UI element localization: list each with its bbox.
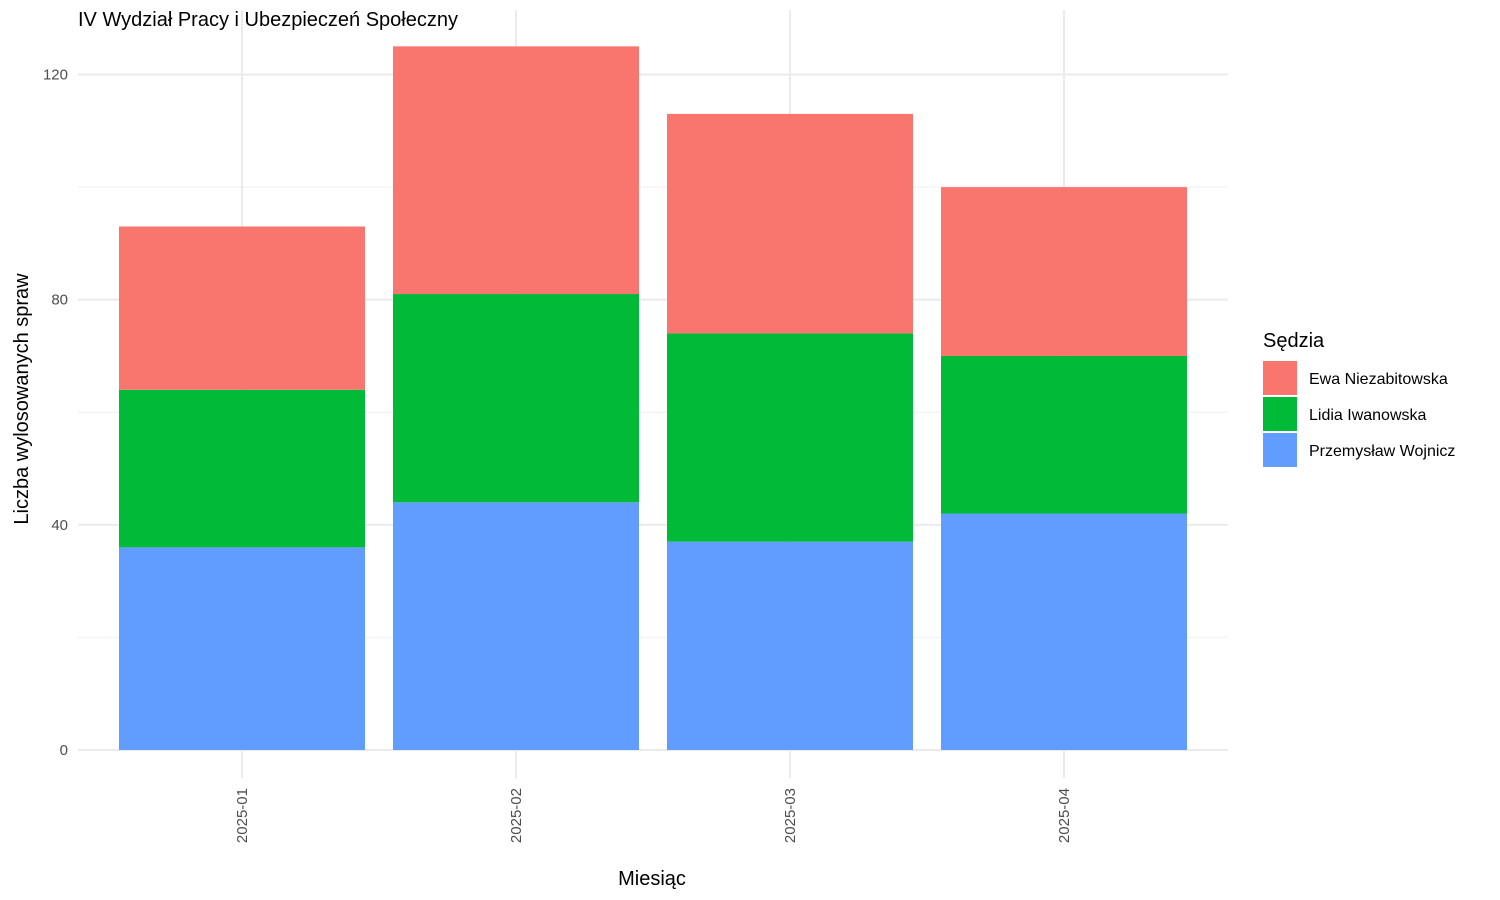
legend-title: Sędzia [1263, 330, 1325, 352]
bar-segment [667, 113, 913, 334]
bar-segment [941, 187, 1187, 356]
y-tick-label: 120 [43, 67, 68, 84]
legend-items: Ewa Niezabitowska Lidia Iwanowska Przemysł… [1263, 361, 1455, 467]
y-axis-title: Liczba wylosowanych spraw [11, 273, 33, 525]
legend-label: Lidia Iwanowska [1309, 407, 1427, 424]
x-tick-label: 2025-02 [508, 788, 525, 843]
bar-segment [941, 355, 1187, 514]
bar-segment [119, 226, 365, 390]
bar-segment [393, 502, 639, 750]
x-tick-label: 2025-04 [1056, 788, 1073, 843]
x-tick-label: 2025-03 [782, 788, 799, 843]
legend-label: Ewa Niezabitowska [1309, 371, 1448, 388]
x-tick-label: 2025-01 [234, 788, 251, 843]
legend-swatch [1263, 361, 1297, 395]
y-tick-label: 0 [60, 742, 68, 759]
legend-swatch [1263, 433, 1297, 467]
bar-segment [667, 333, 913, 542]
bar-segment [119, 547, 365, 750]
bar-segment [393, 46, 639, 295]
legend: Sędzia Ewa Niezabitowska Lidia Iwanowska P… [1263, 330, 1455, 467]
y-axis-ticks: 0 40 80 120 [43, 67, 68, 760]
x-axis-ticks: 2025-01 2025-02 2025-03 2025-04 [234, 788, 1073, 843]
legend-label: Przemysław Wojnicz [1309, 443, 1455, 460]
chart-title: IV Wydział Pracy i Ubezpieczeń Społeczny [78, 9, 458, 31]
legend-swatch [1263, 397, 1297, 431]
y-tick-label: 40 [51, 517, 68, 534]
bar-segment [941, 513, 1187, 750]
bar-segment [119, 389, 365, 548]
y-tick-label: 80 [51, 292, 68, 309]
bars [119, 46, 1187, 750]
x-axis-title: Miesiąc [618, 868, 686, 890]
bar-segment [393, 294, 639, 503]
bar-segment [667, 541, 913, 750]
